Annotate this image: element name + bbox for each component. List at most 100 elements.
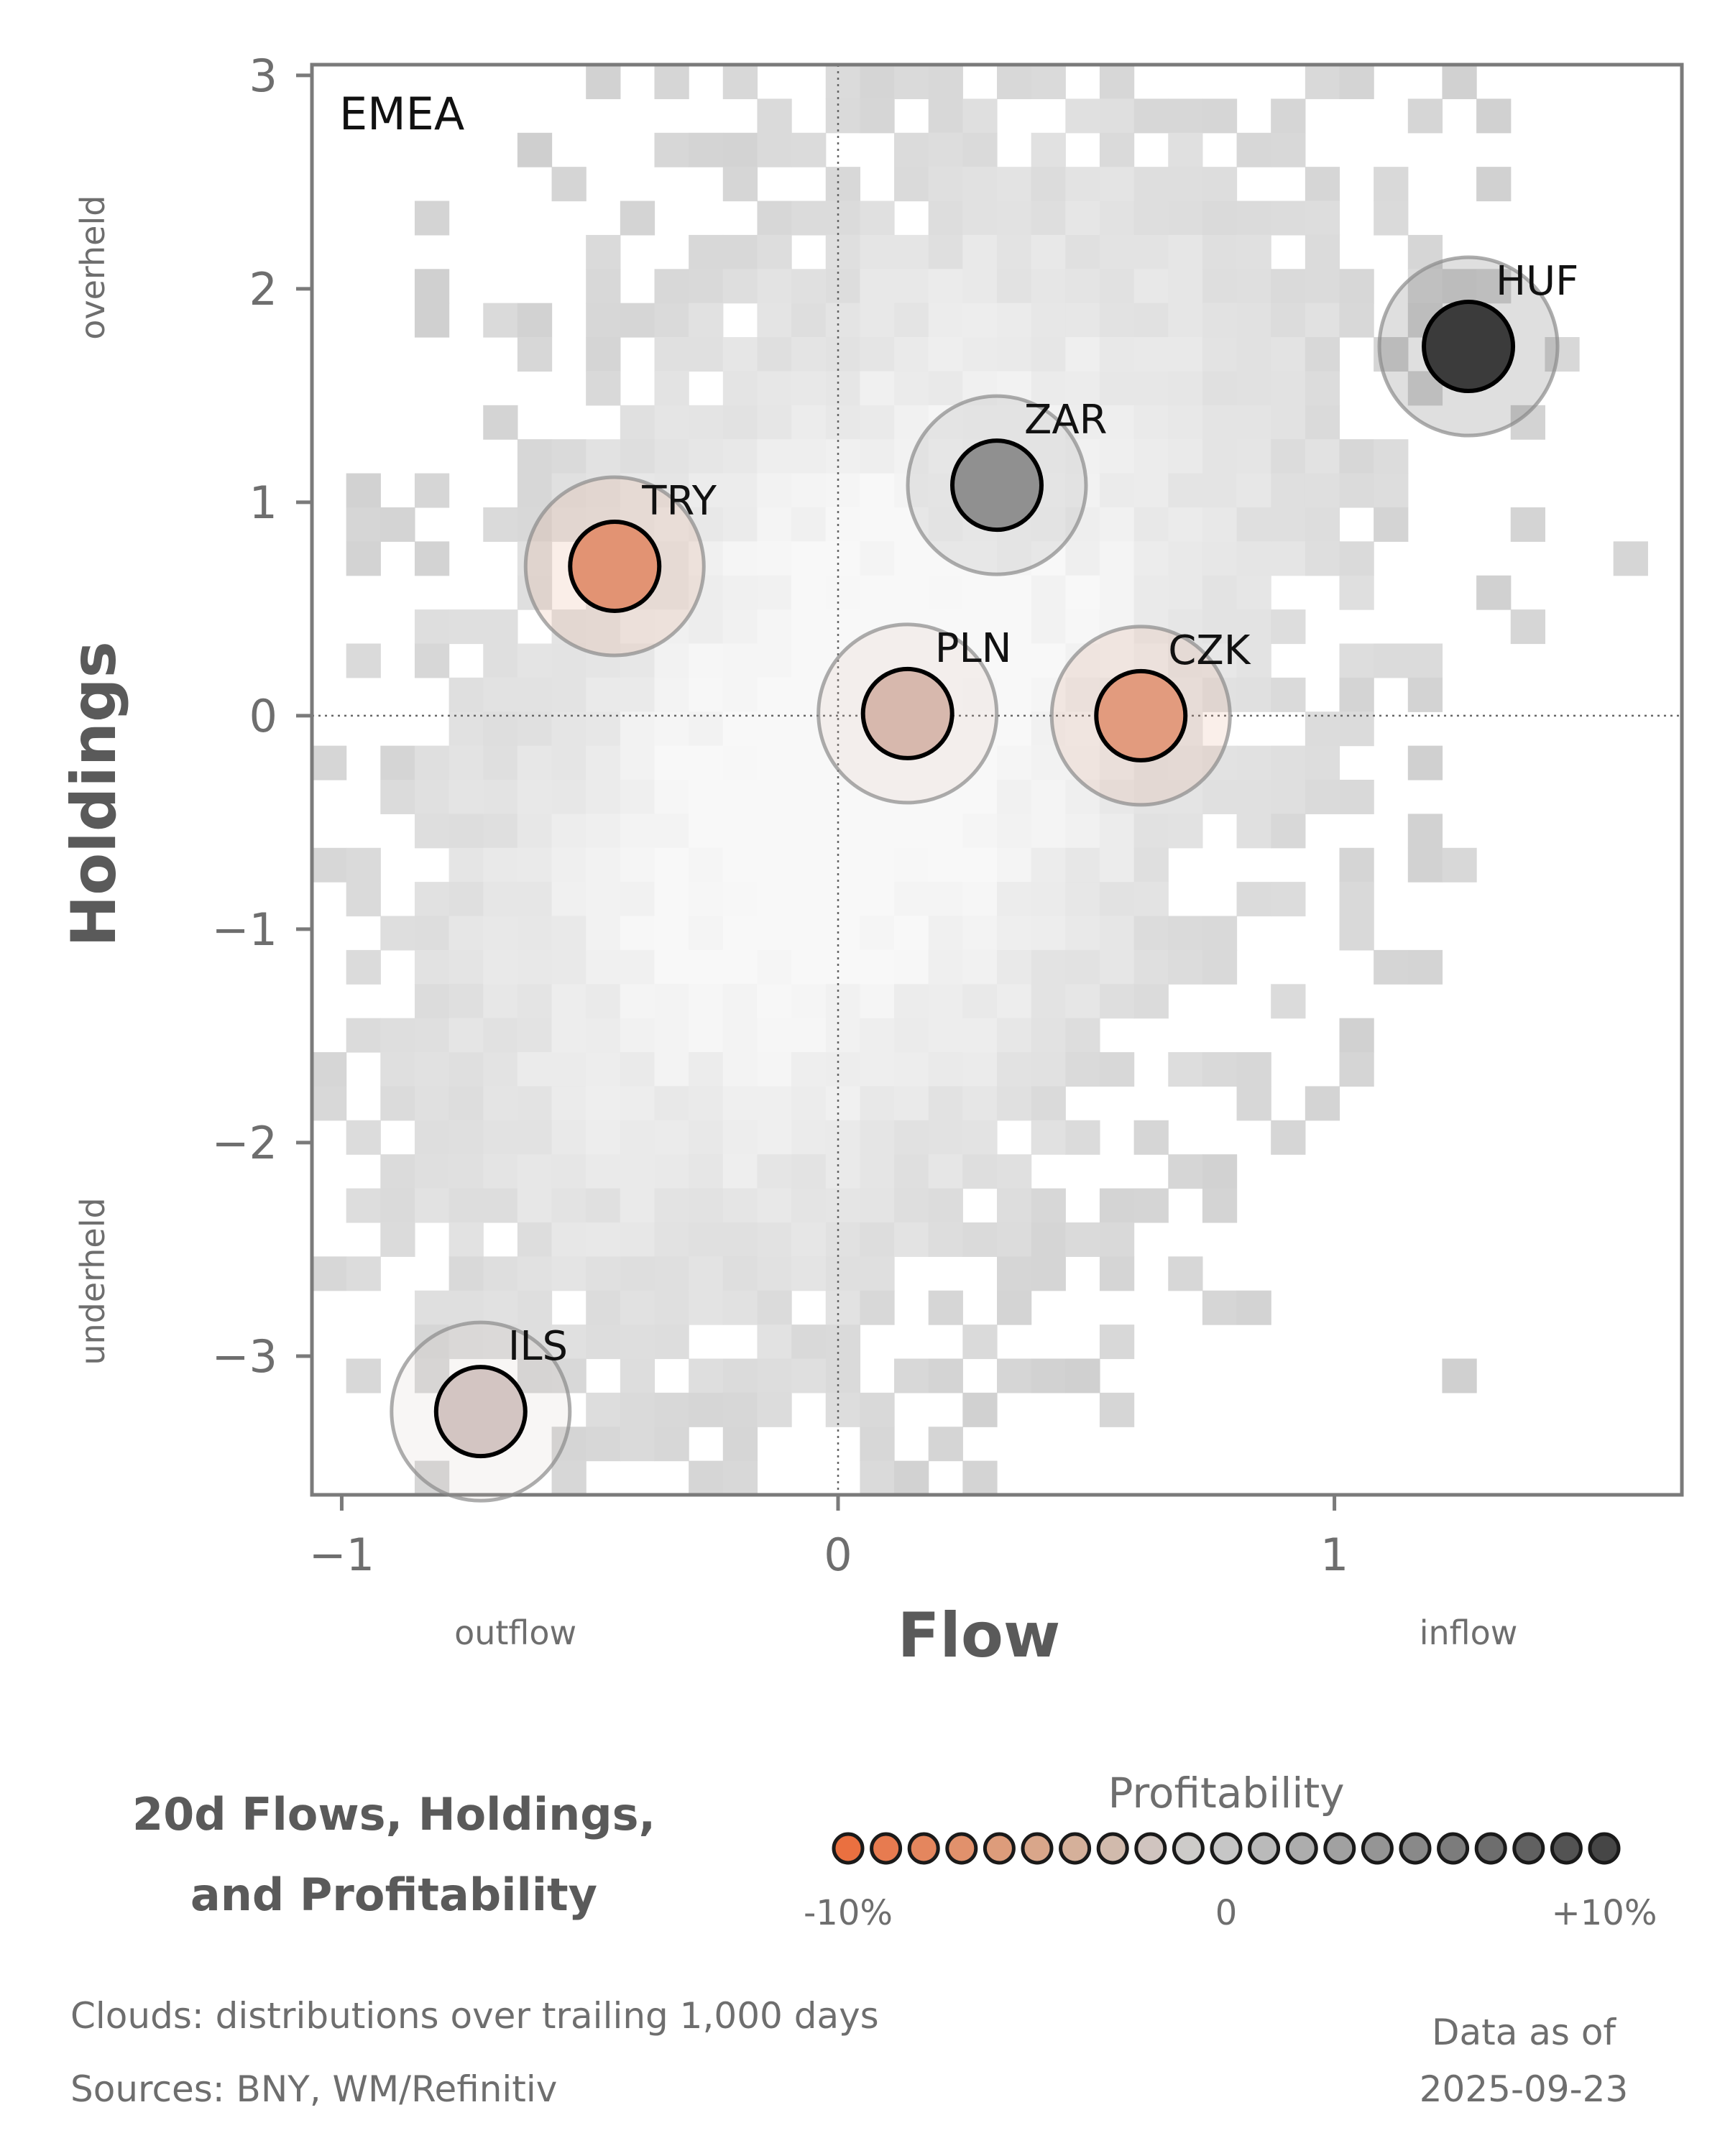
cloud-cell [586, 439, 621, 474]
cloud-cell [1099, 303, 1135, 338]
cloud-cell [757, 1325, 792, 1360]
cloud-cell [586, 1188, 621, 1223]
cloud-cell [1339, 65, 1374, 99]
cloud-cell [551, 1256, 586, 1291]
cloud-cell [1099, 847, 1135, 883]
cloud-cell [586, 234, 621, 270]
cloud-cell [928, 916, 963, 951]
cloud-cell [1031, 269, 1066, 304]
cloud-cell [1099, 1392, 1135, 1427]
cloud-cell [1065, 201, 1100, 236]
cloud-cell [414, 1188, 450, 1223]
cloud-cell [689, 882, 724, 917]
cloud-cell [928, 337, 963, 372]
cloud-cell [1202, 1188, 1238, 1223]
cloud-cell [586, 814, 621, 849]
cloud-cell [620, 780, 656, 814]
cloud-cell [654, 1325, 689, 1360]
cloud-cell [1236, 814, 1271, 849]
cloud-cell [962, 303, 998, 338]
cloud-cell [517, 541, 553, 576]
cloud-cell [1031, 847, 1066, 883]
cloud-cell [586, 949, 621, 985]
cloud-cell [1065, 98, 1100, 134]
cloud-cell [620, 1018, 656, 1053]
cloud-cell [654, 65, 689, 99]
cloud-cell [689, 541, 724, 576]
cloud-cell [654, 337, 689, 372]
cloud-cell [448, 1018, 484, 1053]
cloud-cell [1065, 984, 1100, 1019]
cloud-cell [757, 507, 792, 542]
cloud-cell [757, 847, 792, 883]
cloud-cell [1133, 847, 1169, 883]
cloud-cell [414, 1086, 450, 1121]
cloud-cell [894, 1358, 929, 1393]
x-tick-label: 0 [824, 1529, 852, 1581]
point-label-czk: CZK [1168, 627, 1251, 674]
cloud-cell [414, 473, 450, 508]
cloud-cell [380, 780, 415, 814]
cloud-cell [1236, 1290, 1271, 1325]
cloud-cell [1168, 1154, 1203, 1189]
cloud-cell [586, 1154, 621, 1189]
axis-ticks: −1 0 1 3 2 1 0 −1 −2 −3 [212, 50, 1349, 1581]
cloud-cell [414, 1052, 450, 1087]
cloud-cell [1202, 1052, 1238, 1087]
cloud-cell [894, 847, 929, 883]
cloud-cell [825, 1256, 860, 1291]
cloud-cell [791, 1358, 827, 1393]
cloud-cell [894, 1154, 929, 1189]
cloud-cell [1099, 575, 1135, 610]
cloud-cell [380, 916, 415, 951]
cloud-cell [1133, 814, 1169, 849]
cloud-cell [483, 1325, 518, 1360]
cloud-cell [1305, 65, 1340, 99]
cloud-cell [1271, 745, 1306, 780]
cloud-cell [1065, 337, 1100, 372]
cloud-cell [791, 643, 827, 678]
cloud-cell [962, 847, 998, 883]
cloud-cell [1339, 575, 1374, 610]
cloud-cell [380, 1154, 415, 1189]
cloud-cell [1031, 677, 1066, 712]
cloud-cell [654, 405, 689, 440]
cloud-cell [1099, 439, 1135, 474]
cloud-cell [689, 1018, 724, 1053]
cloud-cell [962, 575, 998, 610]
cloud-cell [1510, 609, 1545, 645]
cloud-cell [654, 1052, 689, 1087]
cloud-cell [1099, 984, 1135, 1019]
cloud-cell [757, 1256, 792, 1291]
cloud-cell [1305, 541, 1340, 576]
cloud-cell [962, 609, 998, 645]
cloud-cell [825, 711, 860, 747]
cloud-cell [894, 167, 929, 202]
cloud-cell [1065, 575, 1100, 610]
cloud-cell [1065, 1018, 1100, 1053]
cloud-cell [791, 473, 827, 508]
cloud-cell [1099, 98, 1135, 134]
cloud-cell [791, 1256, 827, 1291]
point-ils [433, 1365, 528, 1459]
cloud-cell [825, 677, 860, 712]
cloud-cell [483, 814, 518, 849]
cloud-cell [894, 65, 929, 99]
cloud-cell [757, 1052, 792, 1087]
cloud-cell [1271, 984, 1306, 1019]
legend-mid-label: 0 [1215, 1893, 1238, 1933]
cloud-cell [689, 1222, 724, 1257]
cloud-cell [791, 303, 827, 338]
cloud-cell [689, 132, 724, 167]
cloud-cell [1476, 167, 1512, 202]
cloud-cell [586, 1120, 621, 1155]
cloud-cell [860, 1460, 895, 1496]
cloud-cell [1065, 303, 1100, 338]
cloud-cell [346, 949, 381, 985]
cloud-cell [928, 98, 963, 134]
cloud-cell [722, 780, 758, 814]
cloud-cell [483, 1188, 518, 1223]
cloud-cell [1374, 643, 1409, 678]
cloud-cell [448, 847, 484, 883]
cloud-cell [928, 847, 963, 883]
